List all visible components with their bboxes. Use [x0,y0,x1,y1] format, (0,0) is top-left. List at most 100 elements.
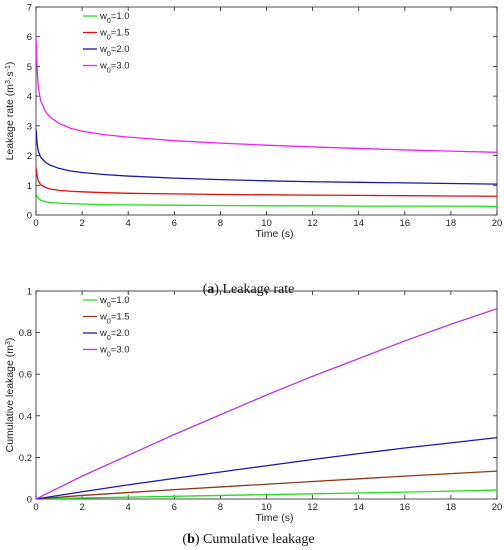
legend-value: =2.0 [111,44,130,55]
legend-value: =3.0 [111,61,130,72]
x-tick-label: 2 [79,502,84,513]
legend-entry-0: w0=1.0 [99,295,130,309]
legend-entry-1: w0=1.5 [99,312,130,326]
x-tick-label: 20 [492,502,503,513]
y-tick-label: 0 [27,211,32,222]
x-tick-label: 14 [353,218,364,229]
legend-name: w [99,11,107,22]
x-tick-label: 8 [218,502,223,513]
y-tick-label: 0 [27,495,32,506]
y-tick-label: 0.6 [19,370,32,381]
legend-value: =3.0 [111,345,130,356]
series-line-1 [36,470,497,499]
x-tick-label: 0 [33,502,38,513]
legend-value: =1.0 [111,295,130,306]
x-tick-label: 4 [126,218,131,229]
legend-value: =1.5 [111,312,130,323]
y-axis-label-sup: 3 [5,80,12,84]
legend-name: w [99,345,107,356]
x-axis-label: Time (s) [255,512,293,524]
legend-subscript: 0 [107,302,111,309]
legend-value: =1.0 [111,11,130,22]
y-tick-label: 4 [27,92,32,103]
legend-subscript: 0 [107,18,111,25]
legend-name: w [99,328,107,339]
series-line-2 [36,436,497,499]
legend-entry-2: w0=2.0 [99,328,130,342]
legend-name: w [99,312,107,323]
y-tick-label: 2 [27,151,32,162]
x-tick-label: 20 [492,218,503,229]
legend-subscript: 0 [107,318,111,325]
x-tick-label: 12 [307,502,318,513]
x-tick-label: 18 [446,502,457,513]
y-axis-label: Cumulative leakage (m3) [4,338,16,453]
x-tick-label: 6 [172,502,177,513]
panel-caption: (b) Cumulative leakage [182,532,314,547]
y-tick-label: 1 [27,181,32,192]
legend-name: w [99,295,107,306]
x-axis-label: Time (s) [255,228,293,240]
caption-paren-close: ) [195,532,203,547]
x-tick-label: 10 [261,218,272,229]
series-line-0 [36,489,497,499]
caption-paren-open: ( [182,532,187,547]
legend-entry-3: w0=3.0 [99,345,130,359]
legend-name: w [99,28,107,39]
x-tick-label: 8 [218,218,223,229]
y-axis-label-sup2: -1 [5,65,12,71]
x-tick-label: 6 [172,218,177,229]
series-line-2 [36,128,497,185]
series-line-0 [36,193,497,208]
caption-paren-open: ( [203,282,208,297]
x-tick-label: 18 [446,218,457,229]
legend-name: w [99,44,107,55]
y-axis-label-sup: 3 [5,341,12,345]
legend-entry-2: w0=2.0 [99,44,130,58]
y-axis-label: Leakage rate (m3·s-1) [4,62,16,161]
caption-paren-close: ) [214,282,222,297]
legend-value: =1.5 [111,28,130,39]
legend-subscript: 0 [107,34,111,41]
legend-subscript: 0 [107,67,111,74]
legend-name: w [99,61,107,72]
y-axis-label-text: Leakage rate (m [4,84,16,161]
series-line-3 [36,308,497,499]
x-tick-label: 0 [33,218,38,229]
y-axis-label-text: Cumulative leakage (m [4,345,16,453]
y-axis-label-end: ) [4,62,16,66]
y-tick-label: 5 [27,62,32,73]
caption-text: Cumulative leakage [203,532,315,547]
y-axis-label-mid: ·s [4,71,16,80]
caption-letter: a [207,282,214,297]
y-axis-label-end: ) [4,338,16,342]
series-line-3 [36,36,497,153]
x-tick-label: 16 [400,218,411,229]
legend-subscript: 0 [107,51,111,58]
series-line-1 [36,167,497,197]
y-tick-label: 1 [27,287,32,298]
panel-caption: (a) Leakage rate [203,282,295,297]
chart-panel-b: 0 2 4 6 8 10 12 14 16 18 20 0 0.2 0.4 0.6 0.8 1 Time (s) C… [4,287,502,548]
x-tick-label: 4 [126,502,131,513]
x-tick-label: 2 [79,218,84,229]
legend-entry-0: w0=1.0 [99,11,130,25]
legend-entry-1: w0=1.5 [99,28,130,42]
y-tick-label: 0.2 [19,453,32,464]
y-tick-label: 0.4 [19,411,32,422]
x-tick-label: 12 [307,218,318,229]
caption-letter: b [187,532,195,547]
y-tick-label: 7 [27,3,32,14]
x-tick-label: 10 [261,502,272,513]
x-tick-label: 14 [353,502,364,513]
caption-text: Leakage rate [222,282,294,297]
y-tick-label: 0.8 [19,328,32,339]
legend-subscript: 0 [107,351,111,358]
y-tick-label: 3 [27,121,32,132]
legend-value: =2.0 [111,328,130,339]
legend-entry-3: w0=3.0 [99,61,130,75]
x-tick-label: 16 [400,502,411,513]
legend-subscript: 0 [107,335,111,342]
